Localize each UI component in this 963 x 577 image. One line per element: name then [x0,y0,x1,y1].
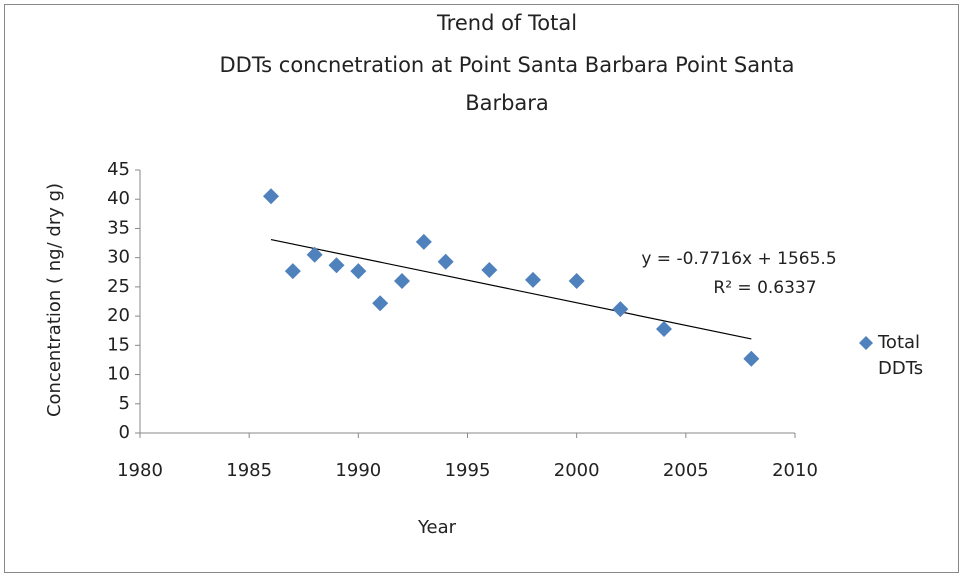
point [350,263,367,280]
point [481,261,498,278]
chart-title: Trend of Total [436,11,577,35]
y-tick-label: 30 [107,247,130,268]
chart-title: DDTs concnetration at Point Santa Barbar… [219,53,794,77]
trendline [270,238,752,340]
annotation: R² = 0.6337 [713,278,816,298]
x-tick-label: 2005 [663,460,709,481]
point [284,263,301,280]
chart-title: Barbara [465,91,549,115]
x-tick-label: 1995 [445,460,491,481]
x-tick-label: 1985 [226,460,272,481]
y-tick-label: 40 [107,188,130,209]
legend-marker [859,336,873,350]
y-tick-label: 35 [107,217,130,238]
y-tick-label: 15 [107,334,130,355]
point [743,350,760,367]
point [415,233,432,250]
point [328,257,345,274]
legend-label: Total DDTs [878,332,924,379]
y-tick-label: 25 [107,276,130,297]
y-tick-label: 20 [107,305,130,326]
x-tick-label: 2010 [772,460,818,481]
chart-border [4,4,959,573]
annotation: y = -0.7716x + 1565.5 [641,249,836,269]
y-tick-label: 45 [107,159,130,180]
point [568,273,585,290]
y-axis-label: Concentration ( ng/ dry g) [44,183,65,417]
point [372,295,389,312]
y-tick-label: 0 [119,422,130,443]
point [263,188,279,205]
y-tick-label: 10 [107,364,130,385]
point [437,253,454,270]
point [656,320,672,337]
point [306,246,323,263]
x-tick-label: 2000 [554,460,600,481]
x-axis-label: Year [417,517,457,538]
point [612,301,629,318]
y-tick-label: 5 [119,393,130,414]
point [394,273,410,290]
point [525,271,541,288]
x-tick-label: 1980 [117,460,163,481]
x-tick-label: 1990 [335,460,381,481]
